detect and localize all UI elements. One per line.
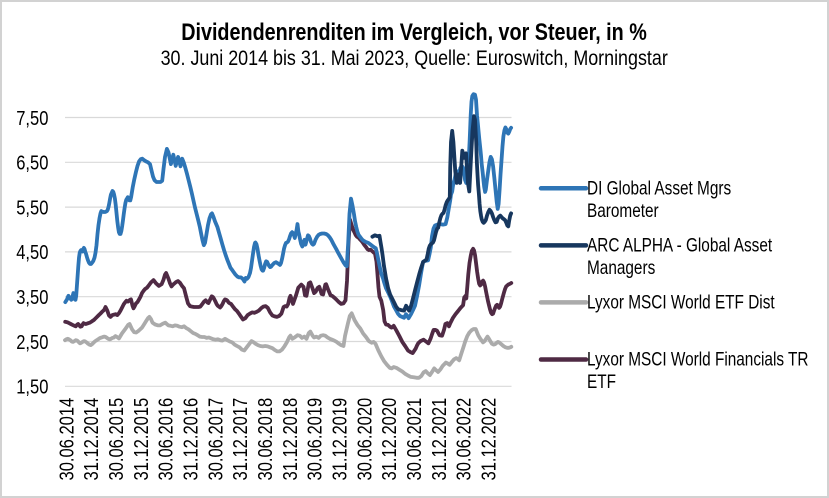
- svg-text:2,50: 2,50: [16, 330, 48, 353]
- svg-text:30.06.2018: 30.06.2018: [253, 398, 276, 481]
- svg-text:Lyxor MSCI World ETF Dist: Lyxor MSCI World ETF Dist: [587, 291, 775, 313]
- svg-text:31.12.2017: 31.12.2017: [228, 398, 251, 481]
- svg-text:Barometer: Barometer: [587, 199, 659, 221]
- svg-text:30.06.2015: 30.06.2015: [104, 398, 127, 481]
- svg-text:30. Juni 2014 bis 31. Mai 2023: 30. Juni 2014 bis 31. Mai 2023, Quelle: …: [161, 47, 669, 71]
- svg-text:3,50: 3,50: [16, 285, 48, 308]
- svg-text:31.12.2020: 31.12.2020: [377, 398, 400, 481]
- svg-text:31.12.2015: 31.12.2015: [129, 398, 152, 481]
- svg-text:Dividendenrenditen im Vergleic: Dividendenrenditen im Vergleich, vor Ste…: [181, 18, 647, 46]
- svg-text:31.12.2014: 31.12.2014: [79, 398, 102, 481]
- svg-text:5,50: 5,50: [16, 196, 48, 219]
- svg-text:1,50: 1,50: [16, 375, 48, 398]
- svg-text:7,50: 7,50: [16, 106, 48, 129]
- svg-text:31.12.2022: 31.12.2022: [477, 398, 500, 481]
- svg-text:ETF: ETF: [587, 370, 616, 392]
- svg-text:DI Global Asset Mgrs: DI Global Asset Mgrs: [587, 177, 731, 199]
- svg-text:30.06.2019: 30.06.2019: [303, 398, 326, 481]
- svg-text:ARC ALPHA - Global Asset: ARC ALPHA - Global Asset: [587, 234, 772, 256]
- svg-text:4,50: 4,50: [16, 241, 48, 264]
- svg-text:31.12.2021: 31.12.2021: [427, 398, 450, 481]
- svg-text:30.06.2022: 30.06.2022: [452, 398, 475, 481]
- svg-text:30.06.2020: 30.06.2020: [353, 398, 376, 481]
- svg-text:31.12.2019: 31.12.2019: [328, 398, 351, 481]
- svg-text:Managers: Managers: [587, 256, 656, 278]
- svg-text:30.06.2014: 30.06.2014: [55, 398, 78, 481]
- svg-text:30.06.2016: 30.06.2016: [154, 398, 177, 481]
- svg-text:30.06.2017: 30.06.2017: [204, 398, 227, 481]
- svg-text:30.06.2021: 30.06.2021: [402, 398, 425, 481]
- svg-text:31.12.2018: 31.12.2018: [278, 398, 301, 481]
- svg-text:Lyxor MSCI World Financials TR: Lyxor MSCI World Financials TR: [587, 348, 808, 370]
- svg-text:31.12.2016: 31.12.2016: [179, 398, 202, 481]
- svg-text:6,50: 6,50: [16, 151, 48, 174]
